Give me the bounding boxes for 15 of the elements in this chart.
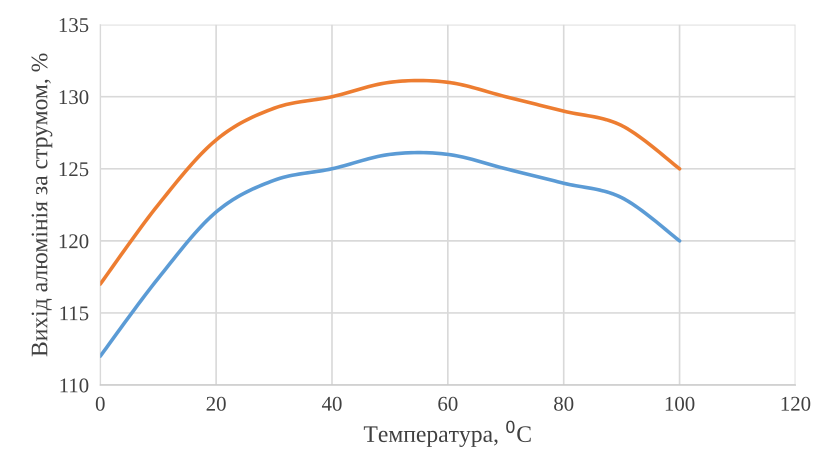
y-tick-label: 115: [60, 306, 88, 320]
y-tick-label: 130: [60, 90, 88, 104]
x-tick-label: 80: [554, 396, 574, 411]
x-tick-label: 60: [438, 396, 458, 411]
y-tick-label: 120: [60, 234, 88, 248]
x-axis-title: Температура, $^{0}$C: [364, 420, 531, 447]
y-tick-label: 125: [60, 162, 88, 176]
x-tick-label: 100: [666, 396, 694, 411]
y-axis-title: Вихід алюмінія за струмом, %: [32, 53, 52, 356]
y-tick-label: 135: [60, 18, 88, 32]
x-tick-label: 0: [96, 396, 105, 411]
x-tick-label: 120: [782, 396, 810, 411]
y-tick-label: 110: [60, 378, 88, 392]
x-tick-label: 40: [322, 396, 342, 411]
x-tick-label: 20: [206, 396, 226, 411]
